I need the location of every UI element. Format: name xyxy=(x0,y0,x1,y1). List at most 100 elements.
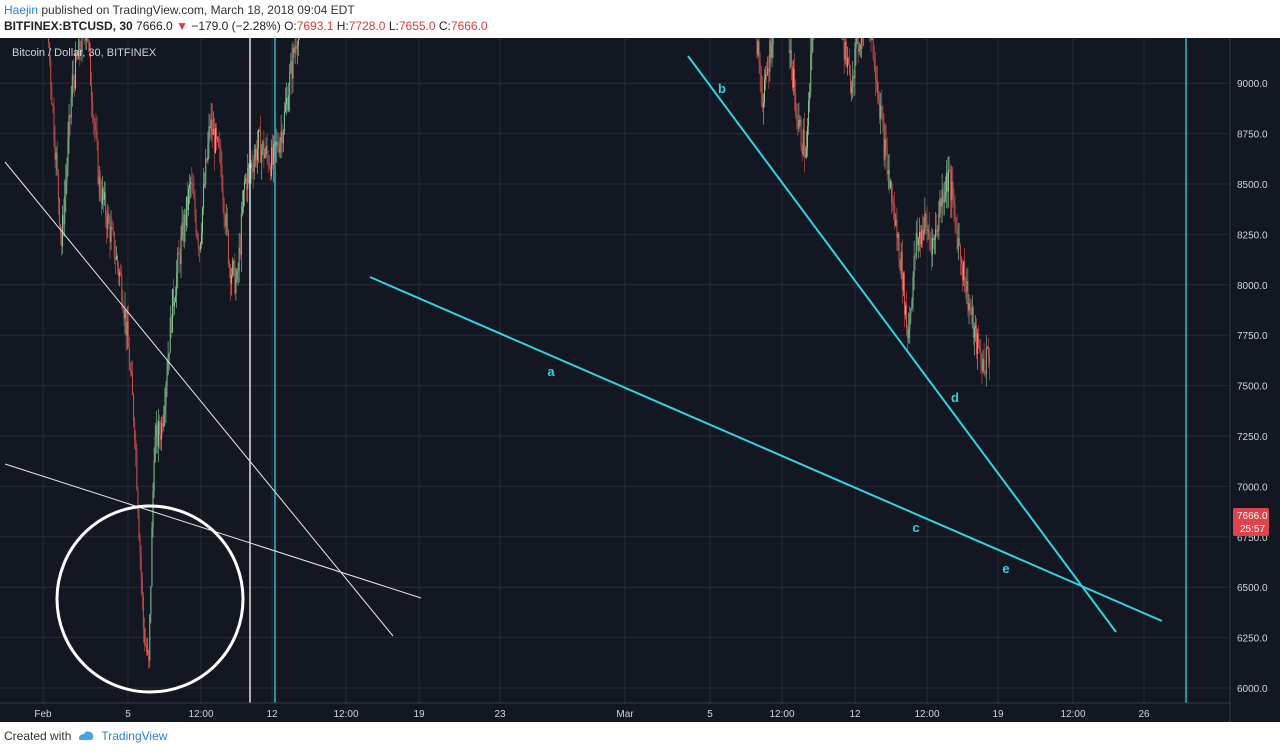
candle xyxy=(91,72,93,118)
x-tick-label: 5 xyxy=(707,709,713,720)
candle xyxy=(272,134,273,170)
candle xyxy=(90,43,92,86)
author-link[interactable]: Haejin xyxy=(4,3,39,17)
candle xyxy=(198,245,200,263)
candle xyxy=(888,153,890,194)
tradingview-link[interactable]: TradingView xyxy=(101,729,168,743)
cyan-line-a-e xyxy=(369,276,1163,622)
drawings-layer xyxy=(4,38,1187,703)
candle xyxy=(133,392,135,428)
candle xyxy=(808,92,810,136)
candle xyxy=(154,422,156,464)
candle xyxy=(50,54,52,100)
candle xyxy=(295,38,297,56)
candle xyxy=(204,172,206,188)
candle xyxy=(902,271,904,297)
candle xyxy=(871,38,873,41)
candle xyxy=(190,176,192,199)
candle xyxy=(790,38,792,81)
candles-layer xyxy=(48,38,990,669)
candle xyxy=(227,228,229,268)
candle xyxy=(156,419,158,454)
candle xyxy=(982,349,984,374)
candle xyxy=(964,248,966,294)
candle xyxy=(219,131,221,164)
candle xyxy=(205,149,207,189)
candle xyxy=(943,181,945,216)
candle xyxy=(800,116,802,152)
candle xyxy=(884,123,886,170)
candle xyxy=(771,38,773,68)
candle xyxy=(928,212,930,251)
candle xyxy=(976,317,977,359)
candle xyxy=(284,87,286,113)
candle xyxy=(929,232,931,252)
candle xyxy=(897,232,899,251)
candle xyxy=(950,164,952,218)
candle xyxy=(139,533,141,570)
candle xyxy=(261,143,263,180)
tradingview-logo-icon xyxy=(79,731,94,740)
created-with-label: Created with xyxy=(4,729,72,743)
candle xyxy=(877,65,878,104)
candle xyxy=(226,207,228,237)
highlight-circle xyxy=(55,504,245,694)
candle xyxy=(268,154,270,170)
y-tick-label: 7000.0 xyxy=(1237,482,1268,493)
candle xyxy=(905,301,906,320)
candle xyxy=(916,217,918,252)
candle xyxy=(896,207,898,252)
candle xyxy=(857,38,859,64)
candle xyxy=(934,234,936,254)
candle xyxy=(759,52,761,93)
candle xyxy=(267,150,269,173)
time-axis: Feb 5 12:00 12 12:00 19 23 Mar 5 12:00 12 12:00 19 12… xyxy=(0,702,1230,720)
candle xyxy=(863,38,864,47)
candle xyxy=(899,258,901,274)
candle xyxy=(254,144,256,168)
close-value: 7666.0 xyxy=(450,19,488,33)
candle xyxy=(981,353,983,385)
candle xyxy=(907,324,909,350)
candle xyxy=(233,259,235,277)
candle xyxy=(797,103,799,136)
y-tick-label: 8000.0 xyxy=(1237,281,1268,292)
candle xyxy=(55,146,57,177)
candle xyxy=(138,507,140,542)
candle xyxy=(792,60,793,92)
candle xyxy=(969,297,971,315)
candle xyxy=(917,236,919,259)
candle xyxy=(167,341,169,376)
candle xyxy=(166,360,168,398)
candle xyxy=(952,166,954,208)
candle xyxy=(948,156,950,208)
wave-label-c: c xyxy=(912,520,919,535)
candle xyxy=(937,225,939,238)
candle xyxy=(211,103,213,149)
candle xyxy=(872,38,874,61)
y-tick-label: 9000.0 xyxy=(1237,79,1268,90)
candle xyxy=(939,190,941,218)
candle xyxy=(862,38,863,50)
candle xyxy=(236,268,238,283)
x-tick-label: 12:00 xyxy=(333,709,358,720)
candle xyxy=(114,240,116,275)
candle xyxy=(75,41,76,92)
candle xyxy=(168,352,170,371)
candle xyxy=(870,38,872,52)
x-tick-label: 12:00 xyxy=(769,709,794,720)
candle xyxy=(979,339,981,354)
candle xyxy=(131,360,132,377)
candle xyxy=(858,41,860,56)
candle xyxy=(882,105,884,133)
candle xyxy=(265,136,267,158)
candle xyxy=(67,121,69,177)
candle xyxy=(119,268,121,287)
candle xyxy=(259,126,261,133)
candle xyxy=(973,322,975,356)
candle xyxy=(942,183,944,216)
candle xyxy=(949,156,951,172)
candle xyxy=(761,76,763,112)
candle xyxy=(874,52,876,97)
